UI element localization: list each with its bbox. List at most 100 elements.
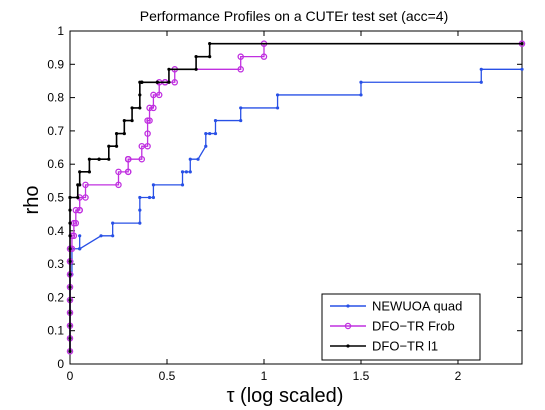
data-point-newuoa-quad — [213, 131, 218, 136]
data-point-newuoa-quad — [138, 208, 142, 212]
data-point-dfo-tr-l1 — [138, 106, 142, 110]
data-point-newuoa-quad — [196, 157, 200, 161]
x-tick-label: 0 — [67, 369, 74, 383]
legend-label-newuoa-quad: NEWUOA quad — [372, 299, 462, 314]
data-point-dfo-tr-l1 — [194, 55, 198, 59]
data-point-dfo-tr-l1 — [114, 131, 119, 136]
data-point-dfo-tr-l1 — [68, 195, 72, 200]
data-point-dfo-tr-l1 — [87, 157, 91, 161]
data-point-newuoa-quad — [180, 170, 185, 174]
data-point-newuoa-quad — [111, 234, 115, 238]
data-point-dfo-tr-l1 — [68, 324, 72, 328]
data-point-dfo-tr-l1 — [68, 234, 72, 238]
data-point-newuoa-quad — [239, 106, 243, 110]
data-point-dfo-tr-l1 — [107, 144, 111, 148]
y-axis-label: rho — [21, 186, 43, 215]
legend-marker-newuoa-quad — [346, 304, 350, 308]
data-point-dfo-tr-l1 — [114, 144, 119, 148]
x-axis-ticks: 0 0.5 1 1.5 2 — [67, 31, 462, 383]
data-point-dfo-tr-l1 — [97, 157, 101, 161]
data-point-newuoa-quad — [520, 67, 524, 71]
data-point-dfo-tr-frob — [260, 53, 268, 60]
data-point-dfo-tr-l1 — [194, 67, 198, 71]
data-point-dfo-tr-l1 — [68, 349, 72, 353]
data-point-newuoa-quad — [151, 195, 156, 200]
data-point-dfo-tr-l1 — [167, 80, 171, 84]
x-tick-label: 2 — [455, 369, 462, 383]
data-point-newuoa-quad — [180, 183, 185, 187]
data-point-dfo-tr-frob — [171, 79, 179, 86]
data-point-newuoa-quad — [99, 234, 103, 238]
data-point-dfo-tr-frob — [144, 130, 151, 137]
data-point-newuoa-quad — [275, 93, 280, 97]
x-tick-label: 1 — [261, 369, 268, 383]
y-tick-label: 0.1 — [47, 324, 64, 338]
data-point-newuoa-quad — [275, 106, 280, 110]
data-point-dfo-tr-l1 — [68, 311, 72, 315]
data-point-newuoa-quad — [204, 131, 208, 136]
data-point-dfo-tr-l1 — [68, 208, 72, 212]
data-point-dfo-tr-l1 — [122, 118, 126, 123]
y-tick-label: 1 — [57, 24, 64, 38]
y-tick-label: 0.7 — [47, 124, 64, 138]
data-point-newuoa-quad — [208, 131, 212, 136]
data-point-dfo-tr-l1 — [68, 298, 72, 302]
series-line-dfo-tr-l1 — [69, 42, 522, 352]
data-point-dfo-tr-frob — [124, 155, 132, 163]
data-point-newuoa-quad — [479, 80, 483, 84]
data-point-dfo-tr-l1 — [78, 170, 82, 174]
data-point-newuoa-quad — [359, 80, 363, 84]
data-point-dfo-tr-l1 — [68, 285, 72, 289]
data-point-newuoa-quad — [138, 221, 142, 225]
legend: NEWUOA quad DFO−TR Frob DFO−TR l1 — [321, 293, 481, 361]
data-point-dfo-tr-frob — [82, 194, 89, 201]
data-point-dfo-tr-l1 — [68, 221, 72, 225]
data-point-dfo-tr-l1 — [520, 42, 524, 46]
legend-label-dfo-tr-l1: DFO−TR l1 — [372, 339, 438, 354]
y-tick-label: 0.5 — [47, 191, 64, 205]
data-point-newuoa-quad — [147, 195, 152, 200]
data-point-dfo-tr-frob — [82, 181, 89, 189]
data-point-dfo-tr-l1 — [107, 157, 111, 161]
data-point-dfo-tr-l1 — [130, 118, 134, 123]
data-point-dfo-tr-frob — [155, 91, 163, 99]
data-point-dfo-tr-l1 — [208, 55, 212, 59]
y-tick-label: 0.4 — [47, 224, 64, 238]
data-point-dfo-tr-l1 — [130, 106, 134, 110]
series-layer — [66, 40, 526, 355]
legend-label-dfo-tr-frob: DFO−TR Frob — [372, 319, 455, 334]
data-point-dfo-tr-frob — [150, 104, 157, 112]
data-point-dfo-tr-frob — [115, 168, 122, 176]
data-point-dfo-tr-frob — [76, 206, 83, 214]
data-point-newuoa-quad — [138, 195, 142, 200]
data-point-newuoa-quad — [188, 170, 192, 174]
data-point-newuoa-quad — [151, 183, 156, 187]
data-point-dfo-tr-frob — [237, 66, 244, 73]
data-point-dfo-tr-l1 — [122, 131, 126, 136]
data-point-dfo-tr-l1 — [138, 93, 142, 97]
data-point-newuoa-quad — [479, 67, 483, 71]
data-point-newuoa-quad — [359, 93, 363, 97]
data-point-dfo-tr-l1 — [167, 67, 171, 71]
x-tick-label: 0.5 — [159, 369, 176, 383]
data-point-dfo-tr-frob — [72, 206, 80, 214]
chart-title: Performance Profiles on a CUTEr test set… — [140, 8, 449, 24]
y-tick-label: 0.9 — [47, 57, 64, 71]
data-point-dfo-tr-l1 — [68, 336, 72, 340]
data-point-dfo-tr-l1 — [155, 80, 159, 84]
data-point-newuoa-quad — [184, 170, 188, 174]
data-point-newuoa-quad — [204, 144, 208, 148]
data-point-dfo-tr-frob — [146, 117, 153, 124]
data-point-dfo-tr-frob — [237, 53, 244, 60]
data-point-newuoa-quad — [78, 247, 82, 251]
y-tick-label: 0.3 — [47, 257, 64, 271]
data-point-dfo-tr-l1 — [78, 183, 82, 187]
data-point-newuoa-quad — [213, 118, 218, 123]
y-axis-ticks: 0 0.1 0.2 0.3 0.4 0.5 0.6 0.7 0.8 0.9 1 — [47, 24, 522, 371]
legend-marker-dfo-tr-l1 — [346, 344, 350, 348]
data-point-dfo-tr-l1 — [68, 259, 72, 264]
data-point-dfo-tr-l1 — [140, 80, 144, 84]
data-point-dfo-tr-l1 — [68, 272, 72, 277]
legend-marker-dfo-tr-frob — [344, 322, 352, 330]
